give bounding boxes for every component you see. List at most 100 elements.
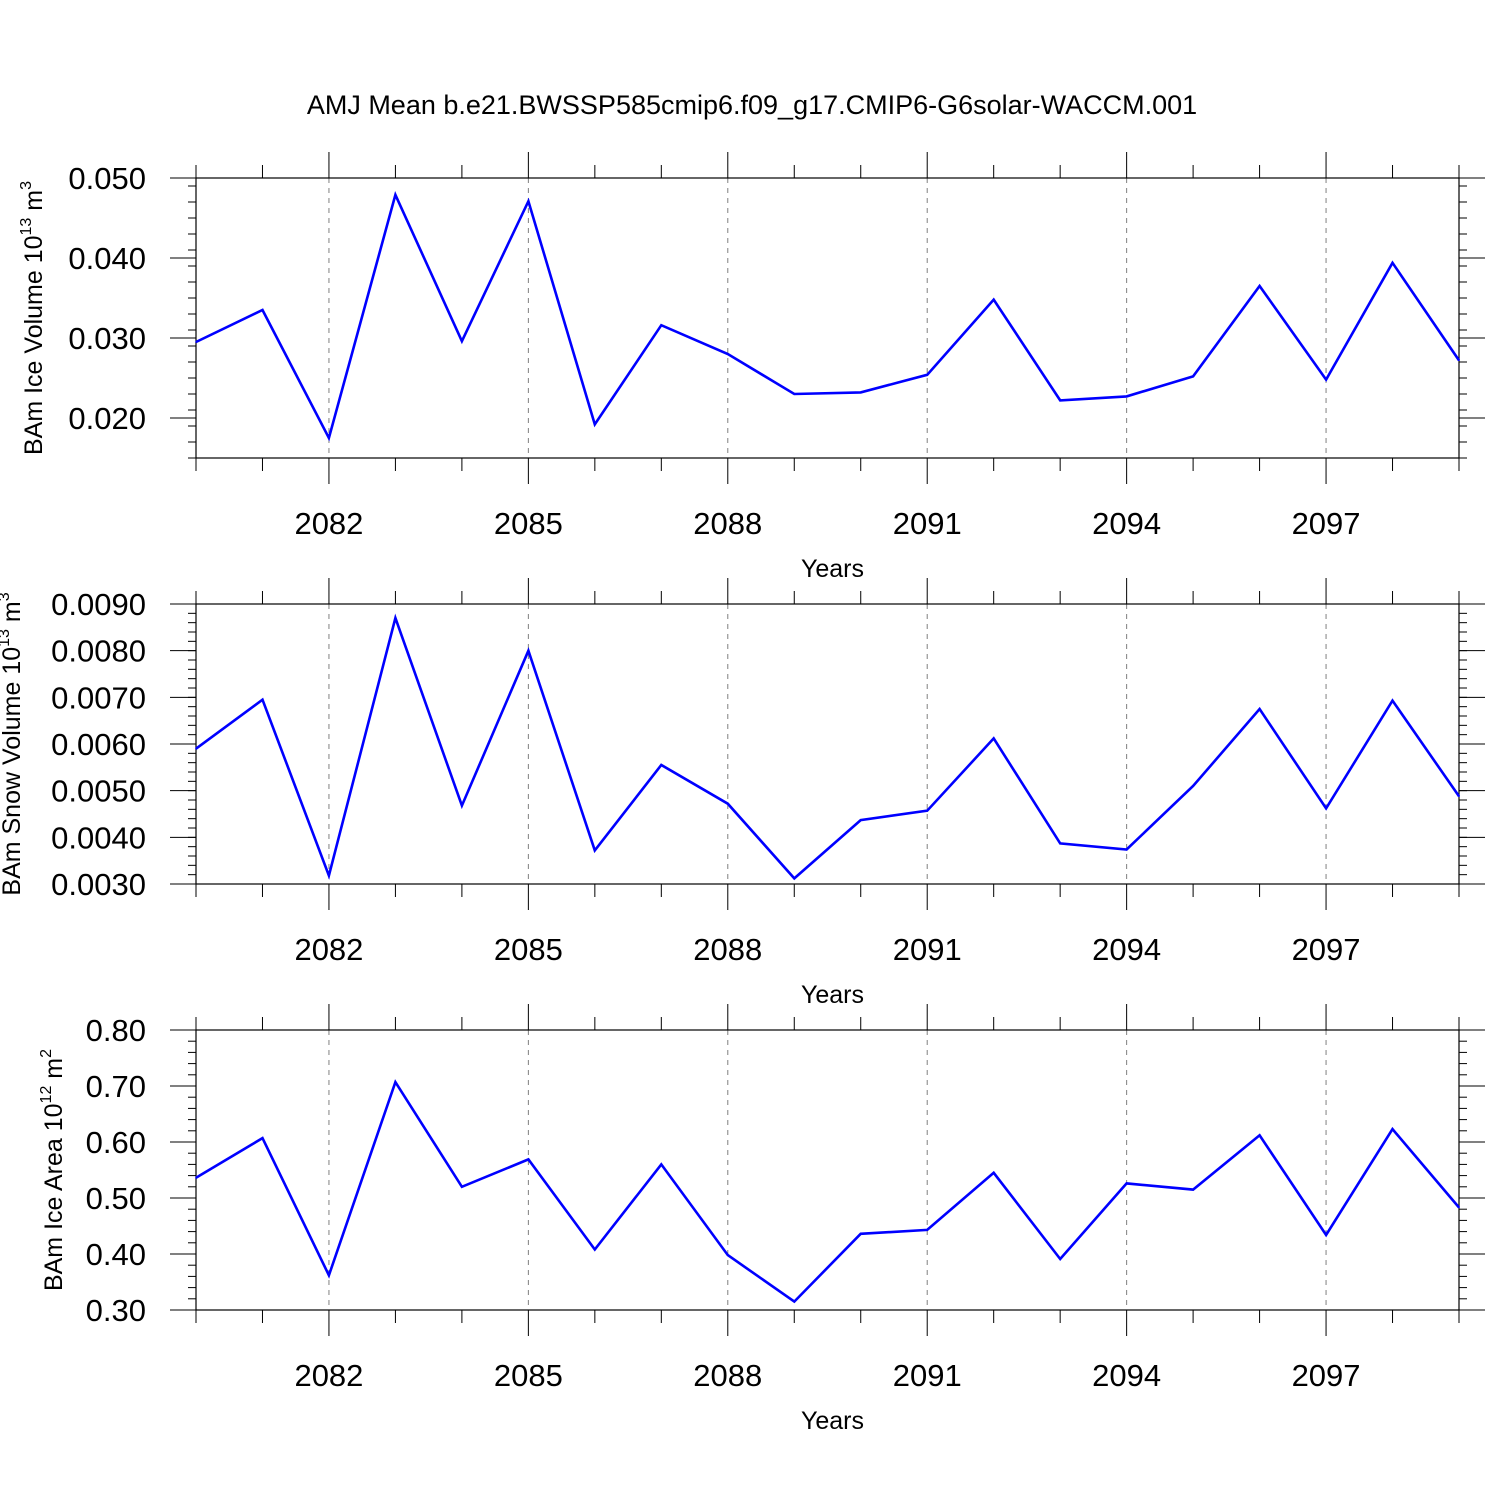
series-line xyxy=(195,1079,1460,1304)
data-point xyxy=(793,393,796,395)
data-point xyxy=(261,1137,264,1139)
data-point xyxy=(195,1177,197,1179)
plot-frame xyxy=(195,1029,1460,1311)
data-point xyxy=(261,698,264,701)
data-point xyxy=(527,649,530,652)
data-point xyxy=(1325,807,1327,810)
data-point xyxy=(594,1248,596,1251)
y-axis-label: BAm Ice Area 1012 m2 xyxy=(38,1049,68,1291)
data-point xyxy=(527,1158,530,1161)
y-tick-label: 0.0050 xyxy=(51,774,146,809)
y-tick-label: 0.0090 xyxy=(51,587,146,622)
data-point xyxy=(726,353,729,355)
data-point xyxy=(394,194,397,196)
y-tick-label: 0.50 xyxy=(86,1181,146,1216)
data-point xyxy=(1391,1128,1394,1130)
data-point xyxy=(793,1300,796,1303)
data-point xyxy=(992,1172,995,1174)
data-point xyxy=(1391,699,1394,702)
y-tick-label: 0.0030 xyxy=(51,867,146,902)
y-tick-label: 0.30 xyxy=(86,1293,146,1328)
x-tick-label: 2088 xyxy=(693,1358,762,1393)
data-point xyxy=(1125,1182,1128,1185)
x-axis-label: Years xyxy=(801,981,864,1009)
data-point xyxy=(328,437,330,439)
y-tick-label: 0.0060 xyxy=(51,727,146,762)
y-tick-label: 0.70 xyxy=(86,1069,146,1104)
data-point xyxy=(926,374,929,376)
x-tick-label: 2085 xyxy=(494,932,563,967)
data-point xyxy=(261,309,264,311)
data-point xyxy=(1059,399,1061,402)
data-point xyxy=(1458,1206,1460,1209)
data-point xyxy=(328,1274,330,1277)
data-point xyxy=(660,324,663,327)
data-point xyxy=(394,1081,397,1083)
y-tick-label: 0.60 xyxy=(86,1125,146,1160)
data-point xyxy=(1391,262,1394,264)
data-point xyxy=(726,802,729,805)
snow-volume-panel: 0.0030 0.0040 0.0050 0.0060 0.0070 0.0080 0.00… xyxy=(0,578,1485,1009)
data-point xyxy=(992,737,995,740)
x-tick-label: 2091 xyxy=(893,506,962,541)
y-tick-label: 0.0040 xyxy=(51,820,146,855)
y-tick-label: 0.030 xyxy=(68,321,146,356)
data-point xyxy=(1125,395,1128,398)
plot-frame xyxy=(195,603,1460,885)
x-axis-label: Years xyxy=(801,555,864,583)
data-point xyxy=(726,1254,729,1256)
data-point xyxy=(1325,378,1327,381)
x-tick-label: 2097 xyxy=(1292,932,1361,967)
data-point xyxy=(1458,359,1460,362)
data-point xyxy=(859,1233,862,1235)
data-point xyxy=(527,200,530,202)
x-tick-label: 2082 xyxy=(294,932,363,967)
data-point xyxy=(660,764,663,766)
x-axis-label: Years xyxy=(801,1407,864,1435)
data-point xyxy=(1458,795,1460,798)
plot-frame xyxy=(195,177,1460,459)
x-tick-label: 2082 xyxy=(294,1358,363,1393)
x-tick-label: 2097 xyxy=(1292,1358,1361,1393)
x-tick-label: 2094 xyxy=(1092,932,1161,967)
x-tick-label: 2091 xyxy=(893,932,962,967)
data-point xyxy=(195,341,197,343)
x-tick-label: 2094 xyxy=(1092,1358,1161,1393)
data-point xyxy=(195,747,197,750)
data-point xyxy=(660,1163,663,1166)
data-point xyxy=(1192,785,1194,787)
data-point xyxy=(328,874,330,877)
data-point xyxy=(1192,375,1194,378)
data-point xyxy=(992,298,995,301)
x-tick-label: 2085 xyxy=(494,1358,563,1393)
series-line xyxy=(195,190,1461,442)
x-tick-label: 2082 xyxy=(294,506,363,541)
data-point xyxy=(1192,1188,1194,1191)
series-line xyxy=(195,613,1461,881)
data-point xyxy=(461,804,463,807)
y-tick-label: 0.050 xyxy=(68,161,146,196)
x-tick-label: 2085 xyxy=(494,506,563,541)
y-tick-label: 0.0080 xyxy=(51,634,146,669)
x-tick-label: 2097 xyxy=(1292,506,1361,541)
data-point xyxy=(1258,1134,1261,1137)
data-point xyxy=(461,340,463,343)
x-tick-label: 2094 xyxy=(1092,506,1161,541)
data-point xyxy=(1059,1258,1061,1260)
chart-title: AMJ Mean b.e21.BWSSP585cmip6.f09_g17.CMI… xyxy=(307,90,1197,120)
data-point xyxy=(1325,1234,1327,1236)
ice-area-panel: 0.30 0.40 0.50 0.60 0.70 0.80 2082 2085 2088 2091… xyxy=(38,1004,1485,1435)
data-point xyxy=(1059,842,1061,845)
data-point xyxy=(859,391,862,394)
ice-volume-panel: 0.020 0.030 0.040 0.050 2082 2085 2088 2091 2094… xyxy=(18,152,1485,583)
data-point xyxy=(859,819,862,821)
data-point xyxy=(594,423,596,426)
data-point xyxy=(1258,285,1261,287)
y-tick-label: 0.0070 xyxy=(51,680,146,715)
y-tick-label: 0.40 xyxy=(86,1237,146,1272)
y-axis-label: BAm Snow Volume 1013 m3 xyxy=(0,592,26,895)
x-tick-label: 2088 xyxy=(693,506,762,541)
y-tick-label: 0.020 xyxy=(68,401,146,436)
data-point xyxy=(461,1186,463,1188)
